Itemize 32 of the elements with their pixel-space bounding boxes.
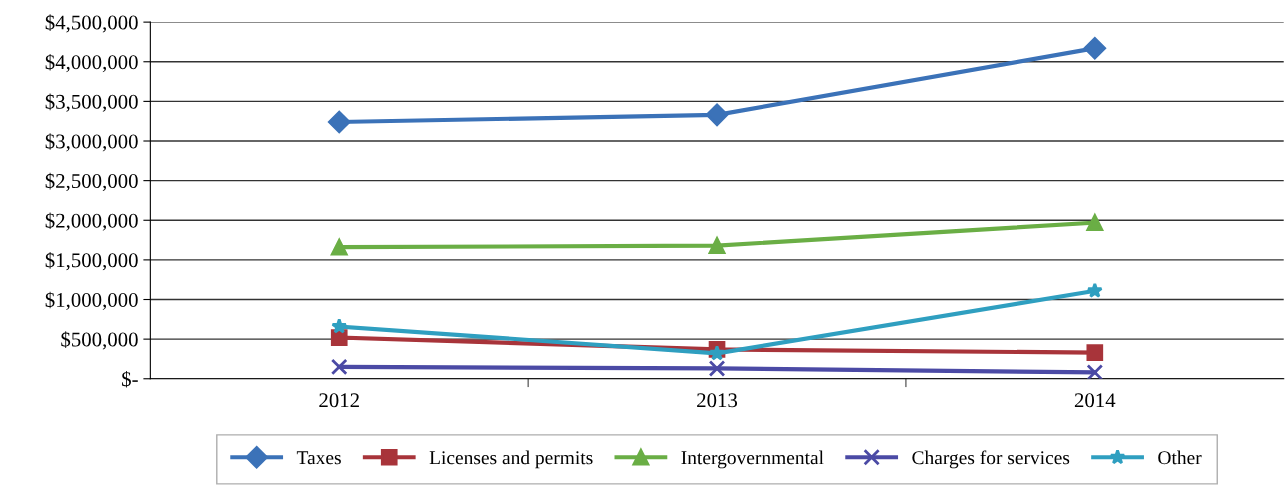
- point: [1086, 364, 1104, 379]
- y-tick-label: $1,000,000: [45, 291, 138, 310]
- y-tick-label: $500,000: [61, 331, 138, 350]
- point: [331, 318, 348, 334]
- point: [330, 358, 348, 376]
- legend-label: Charges for services: [912, 450, 1070, 469]
- point: [705, 103, 729, 127]
- y-tick-label: $2,000,000: [45, 212, 138, 231]
- point: [328, 110, 351, 134]
- point: [1086, 344, 1104, 361]
- y-tick-label: $4,500,000: [45, 14, 138, 33]
- point: [709, 345, 726, 361]
- point: [330, 238, 348, 256]
- y-tick-label: $1,500,000: [45, 252, 138, 271]
- y-tick-label: $2,500,000: [45, 172, 138, 192]
- point: [330, 329, 348, 346]
- y-tick-label: $-: [122, 370, 138, 388]
- y-tick-label: $3,500,000: [45, 93, 138, 112]
- point: [1086, 282, 1103, 298]
- x-tick-label: 2013: [697, 393, 738, 408]
- legend-label: Other: [1158, 450, 1202, 465]
- point: [1086, 214, 1104, 231]
- y-tick-label: $3,000,000: [45, 133, 138, 152]
- point: [708, 237, 726, 254]
- legend-label: Intergovernmental: [681, 450, 824, 469]
- point: [1083, 37, 1107, 60]
- point: [708, 360, 726, 377]
- legend-label: Taxes: [296, 451, 341, 465]
- y-tick-label: $4,000,000: [45, 53, 138, 73]
- legend-label: Licenses and permits: [429, 450, 593, 469]
- x-tick-label: 2014: [1074, 393, 1116, 408]
- x-tick-label: 2012: [319, 393, 359, 408]
